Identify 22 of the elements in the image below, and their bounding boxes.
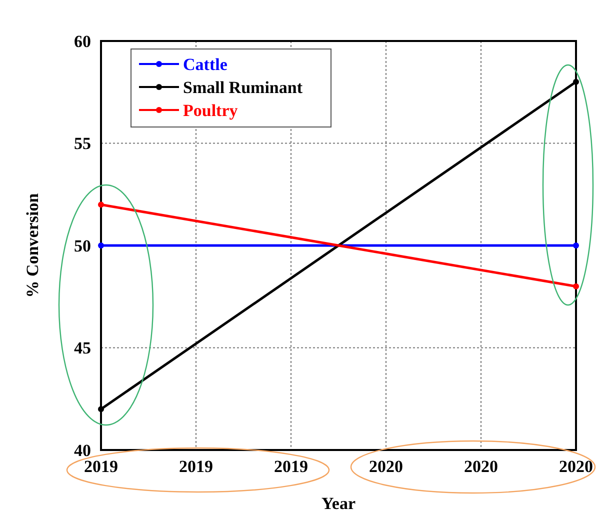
point: [573, 242, 579, 248]
x-tick-label: 2019: [84, 457, 118, 476]
y-axis-title: % Conversion: [23, 192, 42, 298]
y-tick-label: 50: [74, 236, 91, 256]
y-tick-label: 60: [74, 32, 91, 51]
x-tick-label: 2020: [464, 457, 498, 476]
x-tick-label: 2019: [179, 457, 213, 476]
point: [573, 283, 579, 290]
point: [98, 406, 104, 412]
point: [98, 242, 104, 248]
y-tick-label: 45: [74, 338, 91, 358]
y-tick-label: 40: [74, 440, 91, 460]
legend-label: Cattle: [183, 54, 228, 74]
point: [573, 78, 579, 85]
y-tick-label: 55: [74, 134, 91, 154]
x-tick-label: 2019: [274, 457, 308, 476]
legend-label: Poultry: [183, 100, 238, 120]
legend-label: Small Ruminant: [183, 78, 303, 97]
x-tick-label: 2020: [369, 457, 403, 476]
point: [98, 202, 104, 208]
x-axis-title: Year: [322, 494, 356, 513]
x-tick-label: 2020: [559, 457, 593, 476]
